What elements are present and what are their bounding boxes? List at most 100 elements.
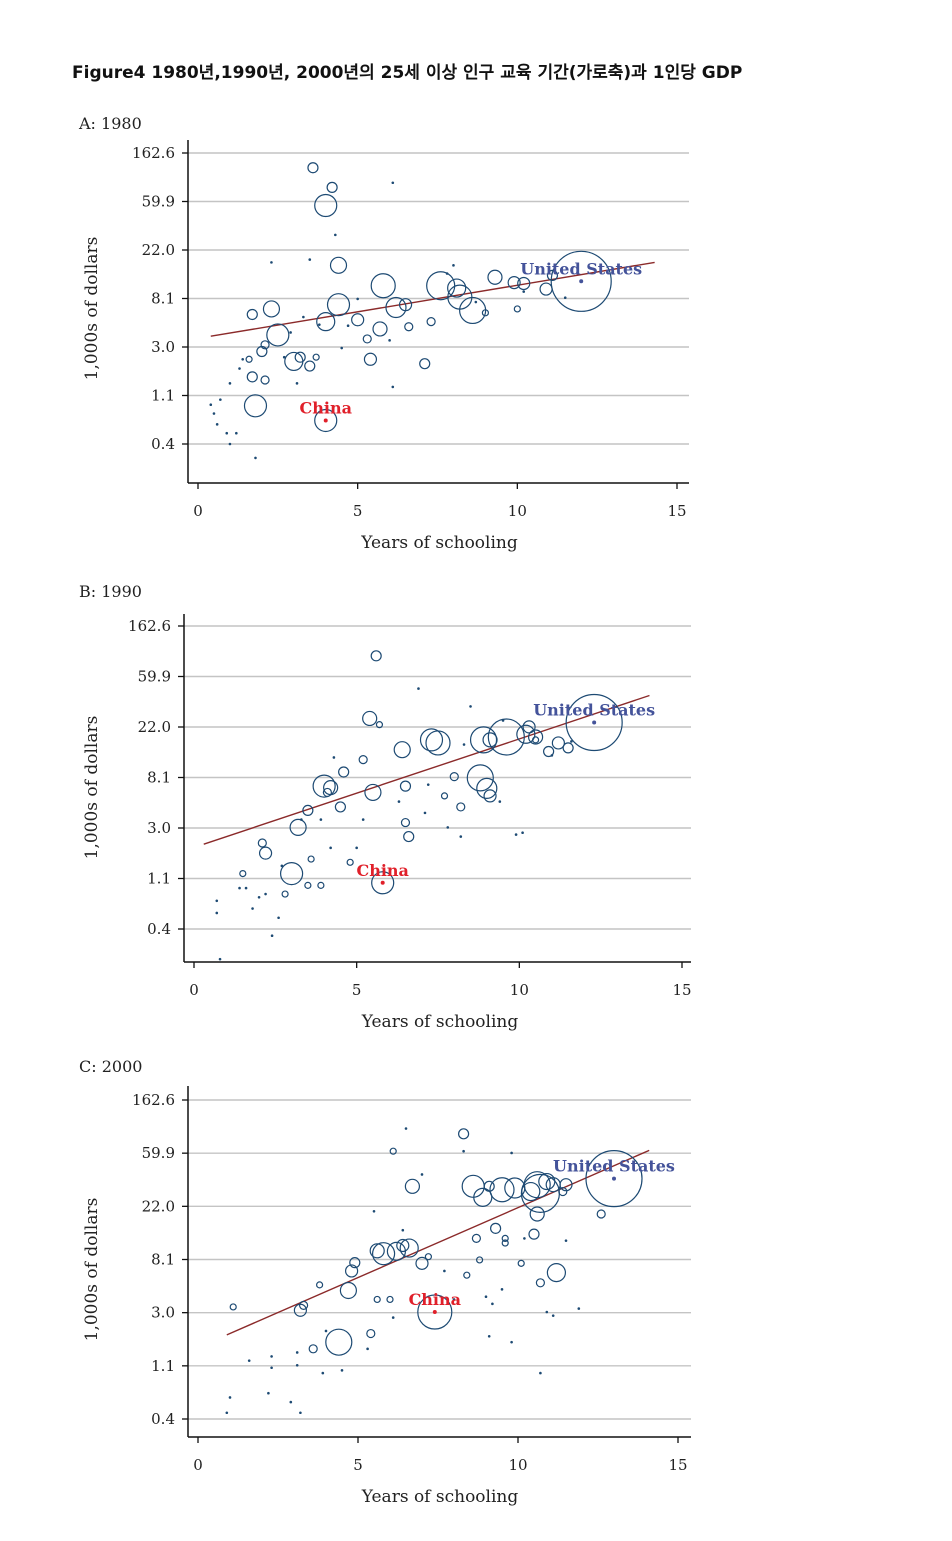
trend-line xyxy=(210,261,655,337)
x-axis-label: Years of schooling xyxy=(361,1487,519,1507)
data-point xyxy=(577,1307,581,1310)
x-tick-label: 10 xyxy=(508,1456,527,1474)
y-tick-label: 0.4 xyxy=(147,920,171,938)
figure-title: Figure4 1980년,1990년, 2000년의 25세 이상 인구 교육… xyxy=(72,63,743,83)
y-tick-label: 8.1 xyxy=(151,290,175,308)
data-bubble xyxy=(289,818,307,836)
x-tick-label: 10 xyxy=(510,981,529,999)
data-bubble xyxy=(239,869,247,878)
data-point xyxy=(332,756,336,759)
data-point xyxy=(487,1334,491,1338)
x-tick-label: 15 xyxy=(668,1456,687,1474)
data-point xyxy=(251,907,254,910)
data-point xyxy=(462,1149,465,1153)
data-bubble xyxy=(585,1150,643,1208)
data-bubble xyxy=(362,710,378,727)
data-bubble xyxy=(459,296,487,325)
data-point xyxy=(228,442,232,446)
data-point xyxy=(270,1355,273,1358)
data-bubble xyxy=(260,375,270,385)
data-bubble xyxy=(447,278,467,298)
data-bubble xyxy=(307,855,315,863)
y-tick-label: 3.0 xyxy=(147,819,171,837)
data-bubble xyxy=(243,394,268,418)
data-point xyxy=(391,1316,395,1319)
china-point-dot xyxy=(380,880,385,885)
data-bubble xyxy=(370,273,396,299)
data-point xyxy=(388,339,391,342)
data-bubble xyxy=(565,693,623,752)
data-bubble xyxy=(415,1256,429,1270)
y-tick-label: 22.0 xyxy=(142,1197,175,1215)
data-bubble xyxy=(400,817,411,828)
us-label: United States xyxy=(520,259,642,278)
y-tick-label: 0.4 xyxy=(151,1410,175,1428)
data-bubble xyxy=(458,1128,470,1140)
data-point xyxy=(501,719,505,722)
x-tick-label: 5 xyxy=(352,981,362,999)
data-bubble xyxy=(369,1243,385,1259)
data-point xyxy=(334,233,337,237)
data-point xyxy=(474,300,478,304)
panel-group: B: 1990 162.6 59.9 22.0 8.1 3.0 1.1 0.4 0 5 10 15 Ye… xyxy=(79,582,692,1032)
data-bubble xyxy=(325,1328,353,1356)
data-bubble xyxy=(516,724,536,744)
data-bubble xyxy=(304,881,312,889)
data-point xyxy=(514,833,518,836)
data-bubble xyxy=(550,250,612,312)
data-bubble xyxy=(424,1253,432,1261)
data-bubble xyxy=(517,1259,525,1267)
data-point xyxy=(484,1295,488,1299)
data-bubble xyxy=(389,1147,397,1155)
data-point xyxy=(280,864,284,868)
panel-group: A: 1980 162.6 59.9 22.0 8.1 3.0 1.1 0.4 0 5 10 15 Ye… xyxy=(78,114,689,553)
data-point xyxy=(401,1228,405,1232)
data-bubble xyxy=(529,1206,545,1222)
data-point xyxy=(219,398,222,401)
china-label: China xyxy=(356,861,408,880)
data-point xyxy=(445,272,449,275)
data-point xyxy=(420,1173,424,1176)
y-tick-label: 22.0 xyxy=(142,241,175,259)
x-tick-label: 5 xyxy=(353,502,363,520)
data-point xyxy=(391,181,395,185)
data-bubble xyxy=(417,1294,453,1330)
x-axis-label: Years of schooling xyxy=(361,1012,519,1032)
data-point xyxy=(215,899,219,903)
data-point xyxy=(521,831,524,834)
data-bubble xyxy=(523,1171,551,1199)
data-bubble xyxy=(399,780,412,792)
us-point-dot xyxy=(592,720,597,725)
data-point xyxy=(300,818,303,821)
data-point xyxy=(302,315,305,319)
data-bubble xyxy=(535,1278,546,1288)
trend-line xyxy=(203,694,650,845)
data-bubble xyxy=(363,352,378,366)
data-point xyxy=(423,811,427,815)
y-tick-label: 0.4 xyxy=(151,435,175,453)
china-point-dot xyxy=(432,1310,437,1315)
data-bubble xyxy=(312,353,320,361)
data-point xyxy=(321,1371,325,1375)
data-bubble xyxy=(425,730,451,756)
y-tick-label: 8.1 xyxy=(147,769,171,787)
data-bubble xyxy=(293,1303,307,1317)
data-bubble xyxy=(538,1172,556,1191)
data-point xyxy=(267,1391,270,1395)
data-bubble xyxy=(543,745,555,758)
x-tick-label: 0 xyxy=(189,981,199,999)
data-point xyxy=(295,1363,299,1367)
data-bubble xyxy=(546,1263,567,1283)
x-tick-label: 10 xyxy=(508,502,527,520)
data-bubble xyxy=(440,792,449,800)
y-tick-label: 3.0 xyxy=(151,1304,175,1322)
data-bubble xyxy=(317,881,325,889)
data-point xyxy=(257,895,261,899)
data-bubble xyxy=(528,1228,540,1240)
data-bubble xyxy=(501,1239,509,1247)
data-point xyxy=(270,934,274,938)
y-axis-label: 1,000s of dollars xyxy=(82,1198,102,1342)
data-point xyxy=(459,835,463,838)
data-point xyxy=(523,1237,526,1240)
data-point xyxy=(500,1288,504,1291)
